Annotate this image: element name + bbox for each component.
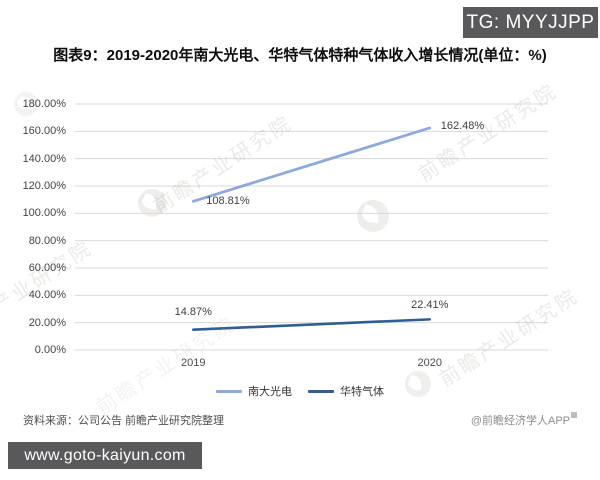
data-label: 108.81% bbox=[206, 195, 250, 208]
legend-label: 华特气体 bbox=[340, 386, 384, 398]
y-axis-tick-label: 0.00% bbox=[34, 344, 66, 356]
legend-item-华特气体: 华特气体 bbox=[308, 383, 384, 399]
x-axis-tick-label: 2020 bbox=[417, 357, 442, 369]
watermark-logo bbox=[138, 189, 166, 217]
credit-note: @前瞻经济学人APP bbox=[471, 412, 577, 428]
legend-line-swatch bbox=[308, 389, 334, 393]
legend-line-swatch bbox=[216, 389, 242, 393]
y-axis-tick-label: 40.00% bbox=[28, 289, 66, 302]
credit-text: @前瞻经济学人APP bbox=[470, 415, 570, 427]
series-line-华特气体 bbox=[191, 318, 432, 331]
url-overlay: www.goto-kaiyun.com bbox=[8, 442, 202, 469]
watermark-logo bbox=[14, 92, 38, 116]
data-label: 162.48% bbox=[440, 119, 485, 132]
y-axis-tick-label: 120.00% bbox=[22, 180, 66, 192]
url-text: www.goto-kaiyun.com bbox=[24, 446, 186, 464]
watermark-logo bbox=[405, 371, 431, 397]
y-axis-tick-label: 60.00% bbox=[28, 262, 66, 274]
y-axis-tick-label: 180.00% bbox=[22, 98, 66, 110]
watermark-logo-group bbox=[14, 92, 431, 397]
source-note: 资料来源：公司公告 前瞻产业研究院整理 bbox=[23, 415, 225, 427]
data-label: 22.41% bbox=[411, 299, 449, 312]
y-axis-tick-label: 80.00% bbox=[28, 234, 66, 247]
x-axis-tick-label: 2019 bbox=[181, 357, 206, 369]
y-axis-tick-label: 100.00% bbox=[22, 207, 66, 220]
legend-label: 南大光电 bbox=[248, 386, 292, 398]
chart-legend: 南大光电 华特气体 bbox=[0, 383, 600, 399]
legend-item-南大光电: 南大光电 bbox=[216, 383, 292, 399]
chart-title: 图表9：2019-2020年南大光电、华特气体特种气体收入增长情况(单位：%) bbox=[53, 47, 547, 64]
series-line-南大光电 bbox=[191, 126, 432, 203]
y-axis-tick-label: 20.00% bbox=[28, 316, 66, 329]
data-label: 14.87% bbox=[174, 305, 212, 318]
credit-logo-square bbox=[571, 412, 577, 418]
tg-badge-text: TG: MYYJJPP bbox=[466, 11, 595, 33]
y-axis-tick-label: 160.00% bbox=[22, 125, 66, 138]
series-lines bbox=[191, 126, 432, 331]
gridlines bbox=[75, 103, 548, 351]
watermark-logo bbox=[357, 200, 389, 232]
tg-badge: TG: MYYJJPP bbox=[463, 7, 598, 38]
y-axis-tick-label: 140.00% bbox=[22, 152, 66, 165]
